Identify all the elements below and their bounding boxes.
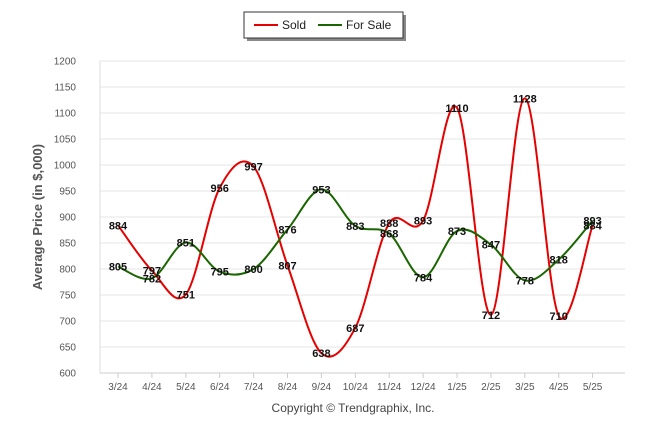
data-label-sold: 710 [550, 311, 568, 323]
data-label-sold: 751 [177, 289, 195, 301]
x-tick-label: 2/25 [481, 382, 501, 393]
data-label-sold: 712 [482, 310, 500, 322]
y-tick-label: 600 [59, 369, 76, 380]
data-label-for-sale: 800 [244, 264, 262, 276]
x-tick-label: 9/24 [312, 382, 332, 393]
series-line-for-sale [117, 188, 594, 282]
data-label-for-sale: 818 [550, 255, 568, 267]
data-label-sold: 884 [109, 220, 128, 232]
y-tick-label: 1200 [54, 57, 77, 68]
x-tick-label: 12/24 [411, 382, 436, 393]
y-tick-label: 950 [59, 187, 76, 198]
x-tick-label: 3/24 [108, 382, 128, 393]
y-tick-label: 1100 [54, 109, 76, 120]
y-tick-label: 700 [59, 317, 76, 328]
legend-label-for-sale: For Sale [346, 18, 392, 32]
data-label-sold: 638 [312, 348, 330, 360]
x-tick-label: 1/25 [447, 382, 467, 393]
y-tick-label: 800 [59, 265, 76, 276]
data-label-for-sale: 805 [109, 261, 127, 273]
y-tick-label: 1150 [54, 83, 76, 94]
x-tick-label: 7/24 [244, 382, 264, 393]
data-label-sold: 888 [380, 218, 398, 230]
data-label-sold: 807 [278, 260, 296, 272]
gridlines [99, 60, 625, 374]
data-label-for-sale: 847 [482, 240, 500, 252]
x-tick-label: 8/24 [278, 382, 298, 393]
data-label-sold: 997 [244, 162, 262, 174]
data-label-sold: 956 [211, 183, 229, 195]
y-axis-title: Average Price (in $,000) [30, 144, 45, 290]
data-label-for-sale: 893 [583, 216, 601, 228]
y-tick-label: 850 [59, 239, 76, 250]
series-line-sold [117, 97, 594, 358]
data-label-sold: 797 [143, 266, 161, 278]
data-label-for-sale: 873 [448, 226, 466, 238]
data-label-for-sale: 778 [516, 275, 534, 287]
y-axis-ticks: 600 650 700 750 800 850 900 950 1000 1050 1100 1150… [54, 57, 77, 380]
x-tick-label: 5/25 [583, 382, 603, 393]
y-tick-label: 750 [59, 291, 76, 302]
data-label-sold: 893 [414, 216, 432, 228]
data-label-for-sale: 868 [380, 229, 398, 241]
x-tick-label: 4/25 [549, 382, 569, 393]
x-tick-label: 10/24 [343, 382, 368, 393]
legend-label-sold: Sold [282, 18, 306, 32]
data-label-for-sale: 851 [177, 237, 195, 249]
data-label-for-sale: 953 [312, 184, 330, 196]
data-label-for-sale: 795 [211, 267, 229, 279]
x-tick-label: 11/24 [377, 382, 402, 393]
x-tick-label: 4/24 [142, 382, 162, 393]
y-tick-label: 900 [59, 213, 76, 224]
data-label-for-sale: 883 [346, 221, 364, 233]
series-lines [117, 97, 594, 358]
data-label-for-sale: 876 [278, 224, 296, 236]
y-tick-label: 1050 [54, 135, 77, 146]
data-label-sold: 687 [346, 323, 364, 335]
data-labels: 884 797 751 956 997 807 638 687 888 893 1110 712 112… [109, 93, 603, 360]
legend: Sold For Sale [243, 11, 406, 41]
data-label-for-sale: 784 [414, 272, 433, 284]
x-tick-label: 6/24 [210, 382, 230, 393]
data-label-sold: 1110 [445, 103, 468, 115]
x-tick-label: 3/25 [515, 382, 535, 393]
x-tick-label: 5/24 [176, 382, 196, 393]
y-tick-label: 1000 [54, 161, 77, 172]
data-label-sold: 1128 [513, 93, 537, 105]
y-tick-label: 650 [59, 343, 76, 354]
data-label-sold: 884 [583, 220, 602, 232]
data-label-for-sale: 782 [143, 273, 161, 285]
x-axis-ticks: 3/24 4/24 5/24 6/24 7/24 8/24 9/24 10/24 11/24 12… [108, 373, 603, 393]
copyright-credit: Copyright © Trendgraphix, Inc. [272, 401, 435, 415]
